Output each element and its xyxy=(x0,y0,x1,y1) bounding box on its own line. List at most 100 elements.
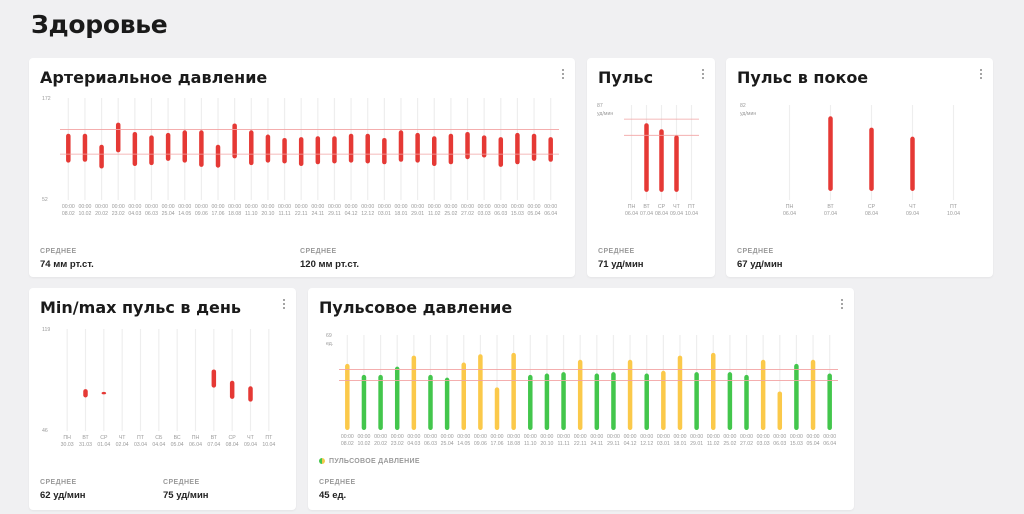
x-date-label: 10.04 xyxy=(947,211,960,217)
min-max-pulse-card: Min/max пульс в день 119 46 ПН 30.03 ВТ 31.03… xyxy=(29,288,296,510)
x-date-label: 11.11 xyxy=(278,211,290,217)
data-bar xyxy=(165,132,171,161)
x-date-label: 05.04 xyxy=(171,442,184,448)
x-time-label: 00:00 xyxy=(491,434,504,440)
data-bar xyxy=(249,130,254,166)
more-vertical-icon[interactable] xyxy=(701,69,705,83)
data-bar xyxy=(411,355,417,430)
data-bar xyxy=(398,130,404,162)
x-date-label: 29.01 xyxy=(690,441,703,447)
data-bar xyxy=(659,129,664,192)
x-time-label: 00:00 xyxy=(428,204,441,210)
stat-label: СРЕДНЕЕ xyxy=(737,248,774,255)
x-date-label: 25.02 xyxy=(444,211,457,217)
data-bar xyxy=(361,374,367,430)
x-time-label: 00:00 xyxy=(524,434,537,440)
x-date-label: 20.02 xyxy=(374,441,387,447)
x-time-label: 00:00 xyxy=(807,434,820,440)
x-time-label: 00:00 xyxy=(394,204,407,210)
stat-value: 67 уд/мин xyxy=(737,259,783,270)
x-day-label: СР xyxy=(100,435,108,441)
y-tick-label: 119 xyxy=(42,327,50,333)
data-bar xyxy=(378,374,383,430)
x-date-label: 22.11 xyxy=(295,211,308,217)
x-time-label: 00:00 xyxy=(590,434,603,440)
more-vertical-icon[interactable] xyxy=(282,299,286,313)
x-date-label: 03.01 xyxy=(378,211,391,217)
x-date-label: 27.02 xyxy=(740,441,753,447)
x-time-label: 00:00 xyxy=(278,204,291,210)
stat-label: СРЕДНЕЕ xyxy=(163,479,200,486)
x-date-label: 04.03 xyxy=(407,441,420,447)
data-bar xyxy=(282,137,287,164)
x-date-label: 09.06 xyxy=(474,441,487,447)
stat-value: 71 уд/мин xyxy=(598,259,644,270)
data-bar xyxy=(515,132,520,165)
x-date-label: 29.11 xyxy=(328,211,341,217)
x-date-label: 08.04 xyxy=(226,442,239,448)
x-date-label: 10.04 xyxy=(685,211,698,217)
x-time-label: 00:00 xyxy=(441,434,454,440)
x-time-label: 00:00 xyxy=(95,204,108,210)
x-time-label: 00:00 xyxy=(228,204,241,210)
x-date-label: 01.04 xyxy=(97,442,110,448)
x-date-label: 30.03 xyxy=(61,442,74,448)
data-bar xyxy=(82,133,88,162)
card-title: Артериальное давление xyxy=(40,68,268,87)
x-time-label: 00:00 xyxy=(690,434,703,440)
x-date-label: 04.03 xyxy=(128,211,141,217)
more-vertical-icon[interactable] xyxy=(561,69,565,83)
x-day-label: ВТ xyxy=(643,204,650,210)
stat-value: 45 ед. xyxy=(319,490,347,501)
x-date-label: 08.04 xyxy=(655,211,668,217)
data-bar xyxy=(869,127,874,191)
x-time-label: 00:00 xyxy=(723,434,736,440)
data-bar xyxy=(498,137,504,167)
resting-pulse-card: Пульс в покое 82 уд/мин ПН 06.04 ВТ 07.04 СР 08… xyxy=(726,58,993,277)
more-vertical-icon[interactable] xyxy=(979,69,983,83)
x-time-label: 00:00 xyxy=(112,204,125,210)
data-bar xyxy=(83,389,88,398)
more-vertical-icon[interactable] xyxy=(840,299,844,313)
x-date-label: 29.11 xyxy=(607,441,620,447)
x-time-label: 00:00 xyxy=(540,434,553,440)
x-time-label: 00:00 xyxy=(341,434,354,440)
x-day-label: СР xyxy=(229,435,237,441)
x-time-label: 00:00 xyxy=(361,204,374,210)
y-unit-label: уд/мин xyxy=(597,111,613,117)
x-date-label: 09.06 xyxy=(195,211,208,217)
x-time-label: 00:00 xyxy=(295,204,308,210)
x-date-label: 20.02 xyxy=(95,211,108,217)
data-bar xyxy=(428,374,433,430)
data-bar xyxy=(345,363,350,430)
x-date-label: 11.11 xyxy=(557,441,569,447)
x-date-label: 06.04 xyxy=(189,442,202,448)
data-bar xyxy=(348,133,354,163)
data-bar xyxy=(66,133,71,163)
data-bar xyxy=(727,372,733,430)
x-time-label: 00:00 xyxy=(461,204,474,210)
x-time-label: 00:00 xyxy=(345,204,358,210)
y-tick-label: 69 xyxy=(326,333,332,339)
x-time-label: 00:00 xyxy=(457,434,470,440)
x-day-label: ВС xyxy=(174,435,181,441)
x-date-label: 18.08 xyxy=(507,441,520,447)
data-bar xyxy=(211,369,217,388)
x-time-label: 00:00 xyxy=(823,434,836,440)
x-time-label: 00:00 xyxy=(511,204,524,210)
x-date-label: 06.03 xyxy=(494,211,507,217)
x-date-label: 14.05 xyxy=(178,211,191,217)
data-bar xyxy=(332,136,337,164)
x-date-label: 14.05 xyxy=(457,441,470,447)
chart-legend[interactable]: ПУЛЬСОВОЕ ДАВЛЕНИЕ xyxy=(319,458,420,465)
x-time-label: 00:00 xyxy=(195,204,208,210)
x-date-label: 25.04 xyxy=(162,211,175,217)
x-date-label: 05.04 xyxy=(807,441,820,447)
x-date-label: 10.02 xyxy=(78,211,91,217)
x-time-label: 00:00 xyxy=(707,434,720,440)
x-date-label: 11.10 xyxy=(245,211,258,217)
data-bar xyxy=(444,377,450,430)
x-date-label: 20.10 xyxy=(540,441,553,447)
x-date-label: 06.03 xyxy=(424,441,437,447)
